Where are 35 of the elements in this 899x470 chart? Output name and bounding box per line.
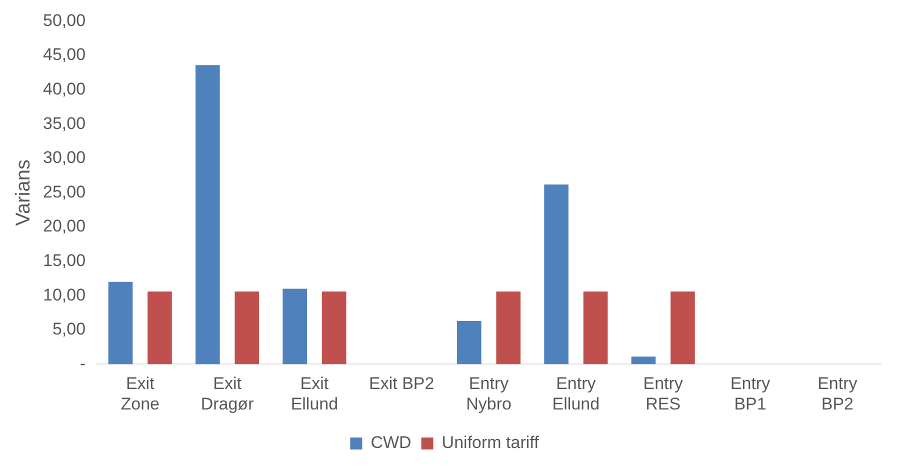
x-tick-label: Entry Nybro	[466, 374, 512, 414]
y-tick-label: 50,00	[42, 10, 86, 30]
x-tick-label: Entry RES	[643, 374, 684, 414]
x-tick-label: Entry BP1	[730, 374, 771, 414]
bar	[496, 291, 521, 364]
bar	[148, 291, 172, 364]
y-tick-label: 45,00	[42, 45, 86, 64]
bar	[631, 356, 656, 364]
y-axis-title: Varians	[12, 160, 35, 226]
y-tick-label: 10,00	[42, 285, 86, 304]
y-tick-label: 40,00	[42, 79, 86, 98]
bar	[234, 291, 260, 364]
x-tick-label: Exit Dragør	[200, 374, 254, 414]
bar	[670, 291, 695, 364]
y-tick-label: 20,00	[42, 216, 86, 236]
x-tick-label: Entry Ellund	[552, 374, 600, 414]
y-tick-label: 25,00	[42, 182, 86, 202]
x-tick-label: Entry BP2	[818, 374, 858, 414]
bar	[108, 282, 133, 364]
legend-label: CWD	[370, 433, 412, 452]
bar	[282, 288, 307, 364]
x-tick-label: Exit BP2	[369, 374, 434, 394]
y-tick-label: 30,00	[42, 148, 86, 168]
x-tick-label: Exit Ellund	[290, 374, 338, 414]
y-tick-label: 5,00	[52, 320, 86, 339]
bar	[583, 291, 608, 364]
x-tick-label: Exit Zone	[120, 374, 160, 414]
legend-label: Uniform tariff	[442, 433, 540, 452]
bar	[544, 184, 568, 364]
bar	[322, 291, 346, 364]
bar	[457, 320, 482, 364]
y-tick-label: 15,00	[42, 250, 86, 270]
y-tick-label: -	[80, 354, 86, 373]
y-tick-label: 35,00	[42, 114, 86, 133]
bar	[196, 65, 220, 364]
